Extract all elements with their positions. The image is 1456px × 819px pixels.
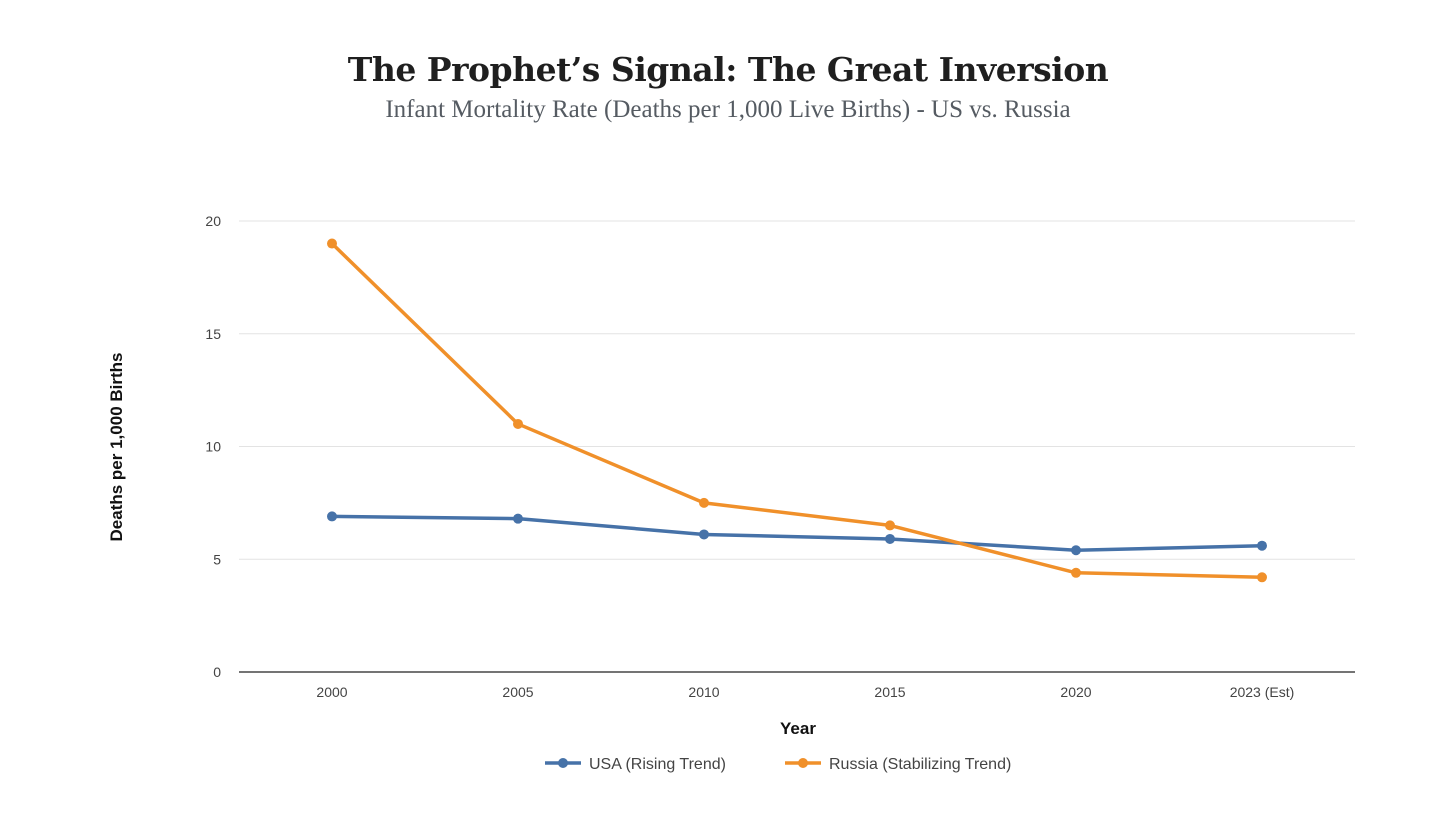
data-point: [1257, 540, 1267, 551]
data-point: [1257, 572, 1267, 583]
series-line-1: [330, 242, 1263, 580]
data-point: [513, 513, 523, 524]
series-line-0: [331, 514, 1263, 552]
chart-subtitle: Infant Mortality Rate (Deaths per 1,000 …: [385, 96, 1071, 123]
y-tick-label: 20: [205, 213, 221, 229]
data-point: [885, 520, 895, 531]
x-tick-label: 2015: [874, 684, 905, 700]
legend-swatch-marker: [558, 758, 568, 768]
legend-swatch-marker: [798, 758, 808, 768]
x-tick-label: 2005: [502, 684, 533, 700]
data-point: [327, 511, 337, 522]
x-tick-label: 2020: [1060, 684, 1091, 700]
data-point: [327, 238, 337, 249]
x-tick-label: 2010: [688, 684, 719, 700]
data-point: [699, 497, 709, 508]
data-point: [1071, 567, 1081, 578]
legend-label: Russia (Stabilizing Trend): [829, 756, 1011, 773]
data-point: [699, 529, 709, 540]
x-axis-title: Year: [780, 719, 816, 738]
y-tick-label: 0: [213, 664, 221, 680]
data-point: [1071, 545, 1081, 556]
chart-title: The Prophet’s Signal: The Great Inversio…: [347, 50, 1109, 89]
y-axis-title: Deaths per 1,000 Births: [107, 353, 126, 542]
data-point: [885, 533, 895, 544]
x-tick-label: 2023 (Est): [1230, 684, 1295, 700]
y-tick-label: 5: [213, 551, 221, 567]
y-tick-label: 15: [205, 326, 221, 342]
x-tick-label: 2000: [316, 684, 347, 700]
data-point: [513, 418, 523, 429]
legend-label: USA (Rising Trend): [589, 756, 726, 773]
y-tick-label: 10: [205, 439, 221, 455]
